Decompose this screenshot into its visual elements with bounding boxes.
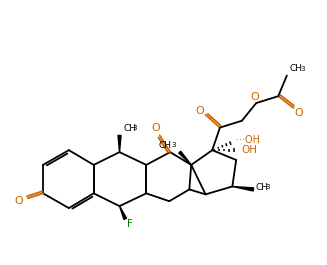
Polygon shape [179,151,191,165]
Text: 3: 3 [300,66,305,72]
Text: F: F [127,219,133,229]
Text: CH: CH [255,183,268,192]
Text: O: O [250,92,259,102]
Text: 3: 3 [133,125,137,131]
Text: O: O [151,123,160,132]
Polygon shape [118,135,121,152]
Text: O: O [15,196,24,206]
Text: CH: CH [123,124,136,133]
Text: 3: 3 [171,142,176,148]
Text: O: O [196,106,204,116]
Text: O: O [294,108,303,118]
Polygon shape [119,206,127,219]
Text: CH: CH [158,141,171,150]
Polygon shape [232,187,253,191]
Text: 3: 3 [266,184,270,191]
Text: CH: CH [290,64,303,73]
Text: OH: OH [241,145,257,155]
Text: ···OH: ···OH [236,135,260,145]
